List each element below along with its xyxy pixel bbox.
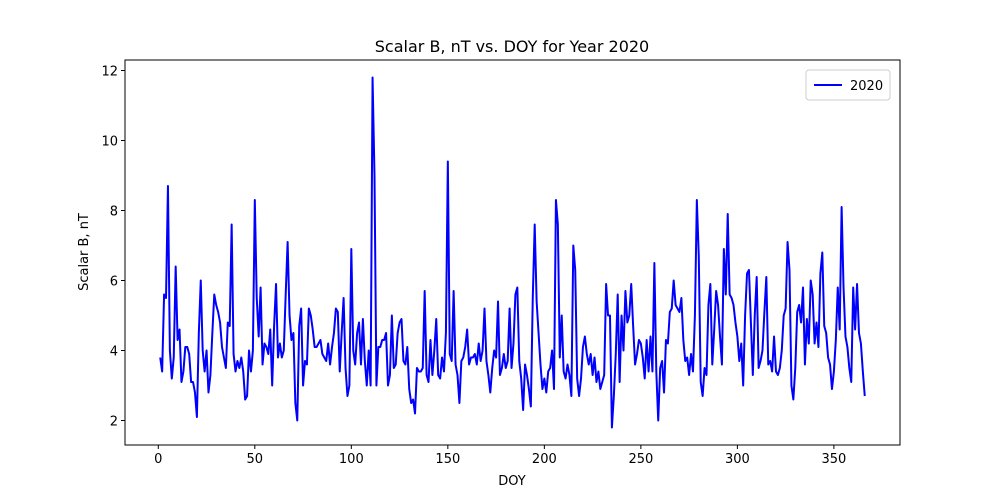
data-line	[159, 76, 866, 429]
y-tick-label: 12	[101, 65, 118, 80]
x-tick-label: 200	[532, 452, 557, 467]
plot-frame	[124, 59, 901, 446]
chart-title: Scalar B, nT vs. DOY for Year 2020	[375, 37, 649, 56]
y-tick-label: 4	[110, 345, 118, 360]
y-tick-label: 2	[110, 415, 118, 430]
legend-label: 2020	[850, 79, 883, 94]
x-tick-label: 50	[247, 452, 264, 467]
x-tick-label: 0	[154, 452, 162, 467]
x-tick-label: 250	[628, 452, 653, 467]
x-axis-label: DOY	[498, 474, 526, 489]
y-tick-label: 10	[101, 135, 118, 150]
y-axis-label: Scalar B, nT	[77, 213, 92, 291]
y-tick-label: 8	[110, 205, 118, 220]
x-tick-label: 350	[821, 452, 846, 467]
x-tick-label: 150	[435, 452, 460, 467]
x-tick-label: 300	[725, 452, 750, 467]
x-tick-label: 100	[339, 452, 364, 467]
y-tick-label: 6	[110, 275, 118, 290]
legend-box	[805, 69, 891, 101]
